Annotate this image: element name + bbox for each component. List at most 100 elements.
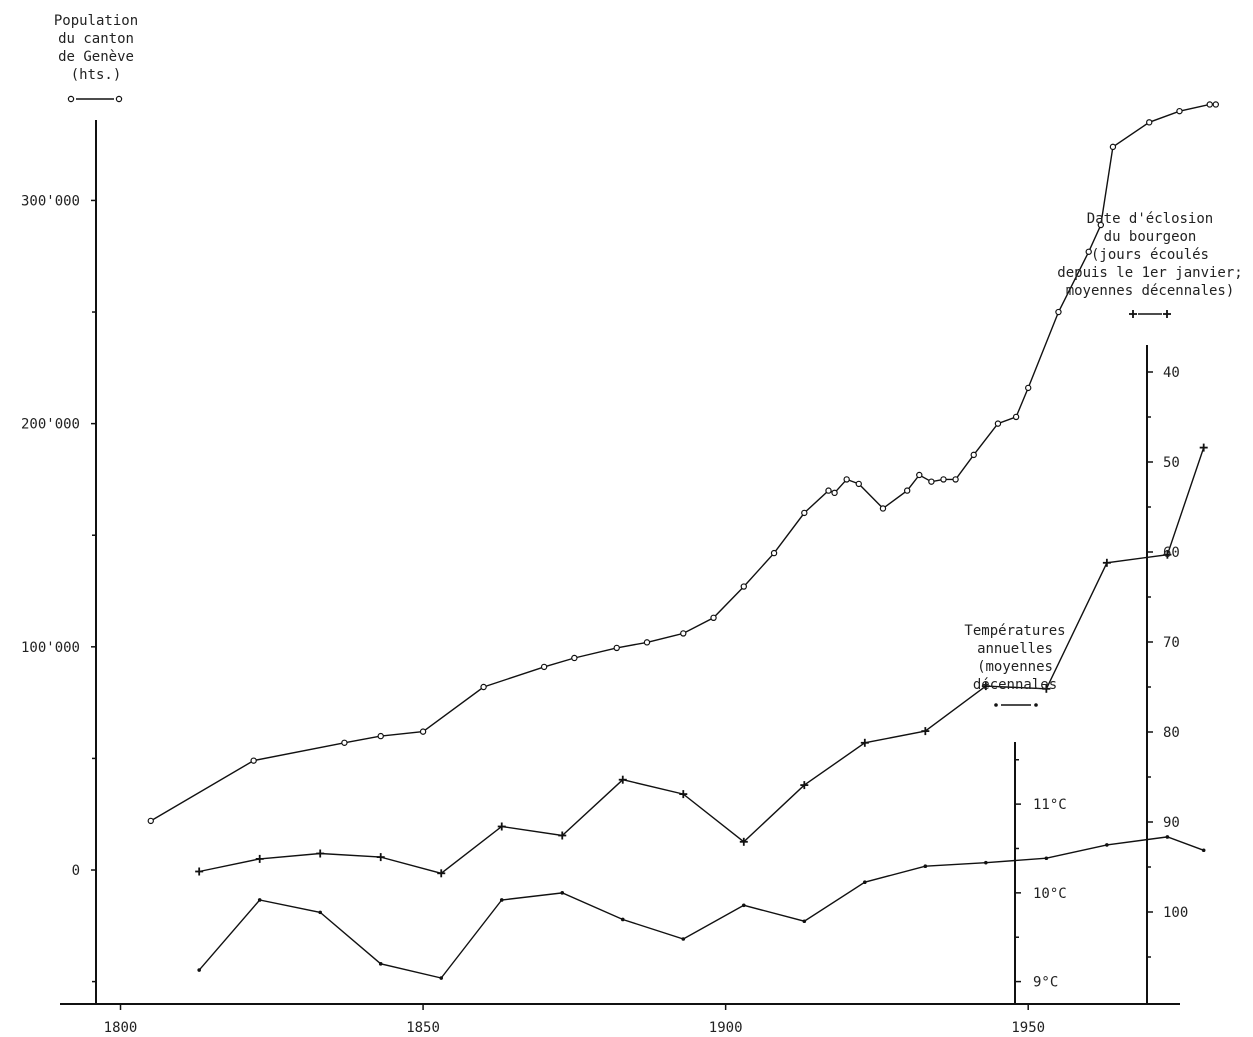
temperature-axis-title-line: Températures — [964, 623, 1065, 639]
bud-tick-label: 70 — [1163, 635, 1180, 651]
population-data-point — [831, 489, 838, 497]
temperature-data-point — [741, 903, 746, 908]
temperature-data-point — [197, 968, 201, 972]
x-tick-label: 1950 — [1011, 1020, 1045, 1036]
bud-data-point — [255, 854, 264, 863]
bud-legend-marker — [1163, 310, 1171, 318]
bud-axis-title-line: du bourgeon — [1104, 229, 1197, 245]
temperature-data-point — [439, 976, 444, 980]
bud-series — [195, 443, 1208, 878]
bud-axis-title-line: (jours écoulés — [1091, 247, 1209, 263]
population-tick-label: 300'000 — [21, 193, 80, 209]
population-data-point — [643, 639, 651, 646]
population-data-point — [250, 757, 257, 764]
bud-data-point — [1163, 550, 1172, 559]
bud-tick-label: 80 — [1163, 725, 1180, 741]
temperature-series — [197, 835, 1206, 980]
population-data-point — [928, 478, 935, 485]
population-tick-label: 100'000 — [21, 640, 80, 656]
population-data-point — [147, 817, 154, 825]
population-data-point — [916, 471, 923, 479]
text-layer: 1800 1850 1900 1950 0 100'000 200'000 300'000 40… — [21, 13, 1243, 1036]
population-data-point — [770, 549, 778, 557]
bud-data-point — [195, 867, 204, 876]
population-data-point — [480, 683, 487, 691]
temperature-tick-label: 9°C — [1033, 975, 1058, 991]
temperature-data-point — [378, 962, 383, 966]
population-data-point — [341, 739, 348, 746]
population-legend-marker — [67, 95, 75, 103]
population-series-line — [150, 103, 1216, 822]
bud-tick-label: 50 — [1163, 455, 1180, 471]
bud-data-point — [921, 727, 930, 736]
x-tick-label: 1850 — [406, 1020, 440, 1036]
population-legend-marker — [115, 95, 123, 103]
population-data-point — [994, 420, 1002, 427]
bud-tick-label: 40 — [1163, 365, 1180, 381]
temperature-legend-marker — [1034, 703, 1038, 707]
population-data-point — [1146, 119, 1153, 126]
temperature-data-point — [257, 898, 262, 902]
temperature-data-point — [499, 898, 504, 902]
temperature-data-point — [1165, 835, 1170, 839]
population-data-point — [879, 505, 887, 512]
population-axis-title-line: du canton — [58, 31, 134, 47]
bud-tick-label: 60 — [1163, 545, 1180, 561]
population-data-point — [843, 476, 850, 483]
population-series — [147, 101, 1219, 825]
x-tick-label: 1800 — [104, 1020, 138, 1036]
bud-data-point — [860, 738, 869, 747]
population-tick-label: 200'000 — [21, 417, 80, 433]
bud-legend-symbol — [1129, 310, 1171, 318]
bud-data-point — [497, 822, 506, 831]
bud-data-point — [1042, 684, 1051, 693]
population-data-point — [1206, 101, 1213, 108]
population-data-point — [952, 476, 959, 483]
population-data-point — [1212, 101, 1219, 108]
population-axis-title-line: Population — [54, 13, 138, 29]
population-data-point — [801, 509, 808, 517]
population-data-point — [419, 728, 427, 735]
temperature-data-point — [863, 880, 867, 885]
population-axis-title-line: de Genève — [58, 49, 134, 65]
bud-tick-label: 100 — [1163, 905, 1188, 921]
population-axis-title-line: (hts.) — [71, 67, 122, 83]
bud-legend-marker — [1129, 310, 1137, 318]
population-data-point — [613, 644, 620, 652]
population-data-point — [1012, 413, 1020, 421]
temperature-data-point — [560, 891, 565, 895]
population-data-point — [970, 451, 977, 459]
population-data-point — [571, 654, 578, 662]
temperature-tick-label: 10°C — [1033, 886, 1067, 902]
bud-tick-label: 90 — [1163, 815, 1180, 831]
population-data-point — [903, 487, 911, 494]
population-data-point — [710, 614, 717, 622]
bud-data-point — [437, 869, 446, 878]
temperature-data-point — [923, 864, 928, 869]
population-legend-symbol — [67, 95, 123, 103]
population-data-point — [1085, 248, 1092, 255]
population-data-point — [855, 480, 862, 488]
bud-data-point — [981, 682, 990, 691]
temperature-data-point — [620, 917, 625, 922]
population-data-point — [825, 487, 832, 494]
axes-layer — [60, 120, 1180, 1010]
bud-data-point — [679, 790, 688, 799]
bud-data-point — [558, 831, 567, 840]
population-data-point — [1025, 384, 1032, 392]
series-layer — [147, 101, 1219, 980]
temperature-tick-label: 11°C — [1033, 797, 1067, 813]
temperature-data-point — [984, 860, 988, 865]
x-tick-label: 1900 — [709, 1020, 743, 1036]
bud-data-point — [1102, 558, 1111, 567]
population-data-point — [1055, 308, 1062, 316]
temperature-data-point — [1201, 848, 1206, 853]
population-data-point — [1097, 221, 1105, 229]
bud-data-point — [1199, 443, 1208, 452]
population-data-point — [740, 583, 747, 590]
bud-data-point — [739, 837, 748, 846]
bud-data-point — [376, 853, 385, 862]
bud-data-point — [618, 775, 627, 784]
temperature-axis-title-line: (moyennes — [977, 659, 1053, 675]
